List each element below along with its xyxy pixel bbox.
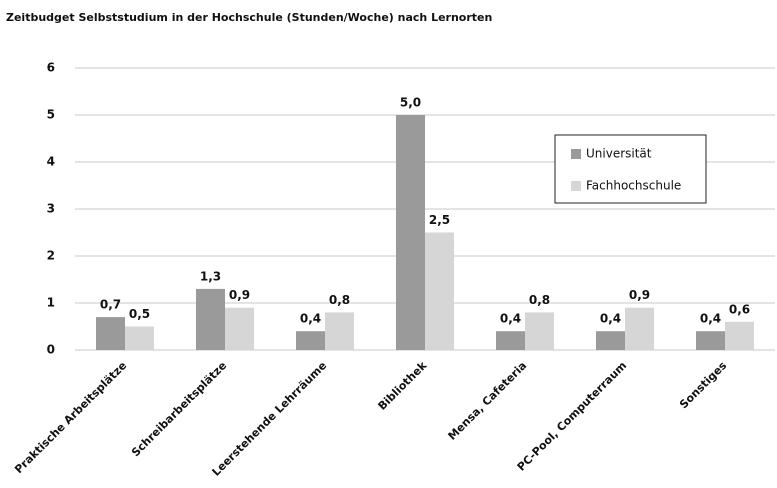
y-tick-label: 5 — [47, 108, 55, 122]
bar — [125, 326, 154, 350]
legend-swatch — [571, 149, 581, 159]
bar — [196, 288, 225, 350]
bar — [725, 321, 754, 350]
bar — [225, 307, 254, 350]
bar — [96, 317, 125, 350]
x-tick-label: Praktische Arbeitsplätze — [12, 359, 129, 476]
value-label: 5,0 — [400, 96, 421, 110]
y-tick-label: 2 — [47, 249, 55, 263]
value-label: 0,9 — [229, 288, 250, 302]
value-label: 0,4 — [600, 312, 621, 326]
y-tick-label: 4 — [47, 155, 55, 169]
value-label: 0,9 — [629, 288, 650, 302]
bar — [625, 307, 654, 350]
value-label: 0,8 — [329, 293, 350, 307]
y-tick-label: 3 — [47, 202, 55, 216]
bar — [525, 312, 554, 350]
value-label: 0,5 — [129, 307, 150, 321]
x-tick-label: Schreibarbeitsplätze — [129, 359, 229, 459]
x-tick-label: PC-Pool, Computerraum — [515, 359, 630, 474]
bar — [325, 312, 354, 350]
value-label: 1,3 — [200, 269, 221, 283]
legend-box — [554, 134, 707, 204]
y-tick-label: 0 — [47, 343, 55, 357]
value-label: 0,8 — [529, 293, 550, 307]
legend-label: Fachhochschule — [586, 179, 681, 193]
bar — [496, 331, 525, 350]
y-tick-label: 1 — [47, 296, 55, 310]
bar — [296, 331, 325, 350]
x-tick-label: Mensa, Cafeteria — [446, 359, 530, 443]
value-label: 2,5 — [429, 213, 450, 227]
value-label: 0,4 — [300, 312, 321, 326]
bar — [396, 115, 425, 350]
y-tick-label: 6 — [47, 61, 55, 75]
x-tick-label: Bibliothek — [376, 359, 430, 413]
value-label: 0,4 — [500, 312, 521, 326]
x-tick-label: Leerstehende Lehrräume — [210, 359, 330, 479]
bar — [596, 331, 625, 350]
legend-label: Universität — [586, 147, 652, 161]
legend-swatch — [571, 181, 581, 191]
bar — [425, 232, 454, 350]
chart-title: Zeitbudget Selbststudium in der Hochschu… — [6, 11, 492, 24]
value-label: 0,7 — [100, 298, 121, 312]
bar — [696, 331, 725, 350]
value-label: 0,4 — [700, 312, 721, 326]
value-label: 0,6 — [729, 302, 750, 316]
x-tick-label: Sonstiges — [677, 359, 729, 411]
